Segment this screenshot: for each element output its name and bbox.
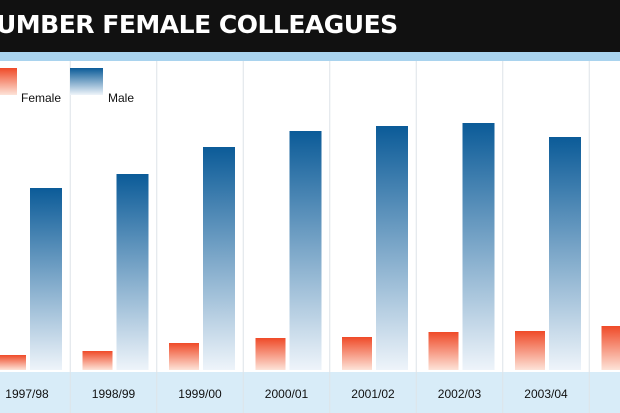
legend-swatch: [70, 68, 103, 95]
bar: [376, 126, 408, 370]
x-tick-label: 2001/02: [351, 387, 395, 401]
header-band: [0, 0, 620, 52]
legend-label: Male: [108, 91, 134, 105]
bar: [289, 131, 322, 370]
chart-title: UMBER FEMALE COLLEAGUES: [0, 10, 398, 39]
bar: [116, 174, 149, 370]
legend-label: Female: [21, 91, 61, 105]
bar: [342, 337, 372, 370]
bar: [549, 137, 581, 370]
x-tick-label: 1999/00: [178, 387, 222, 401]
x-tick-label: 1997/98: [5, 387, 49, 401]
bar: [30, 188, 62, 370]
label-band: [0, 372, 620, 413]
bar: [462, 123, 495, 370]
bar: [169, 343, 199, 370]
x-tick-label: 2000/01: [265, 387, 309, 401]
x-tick-label: 2002/03: [438, 387, 482, 401]
bar: [203, 147, 235, 370]
bar: [0, 355, 26, 370]
x-tick-label: 1998/99: [92, 387, 136, 401]
bar: [515, 331, 545, 370]
bar: [428, 332, 459, 370]
legend-swatch: [0, 68, 17, 95]
header-stripe: [0, 52, 620, 61]
bar: [255, 338, 286, 370]
bar: [82, 351, 113, 370]
bar: [601, 326, 620, 370]
x-tick-label: 2003/04: [524, 387, 568, 401]
